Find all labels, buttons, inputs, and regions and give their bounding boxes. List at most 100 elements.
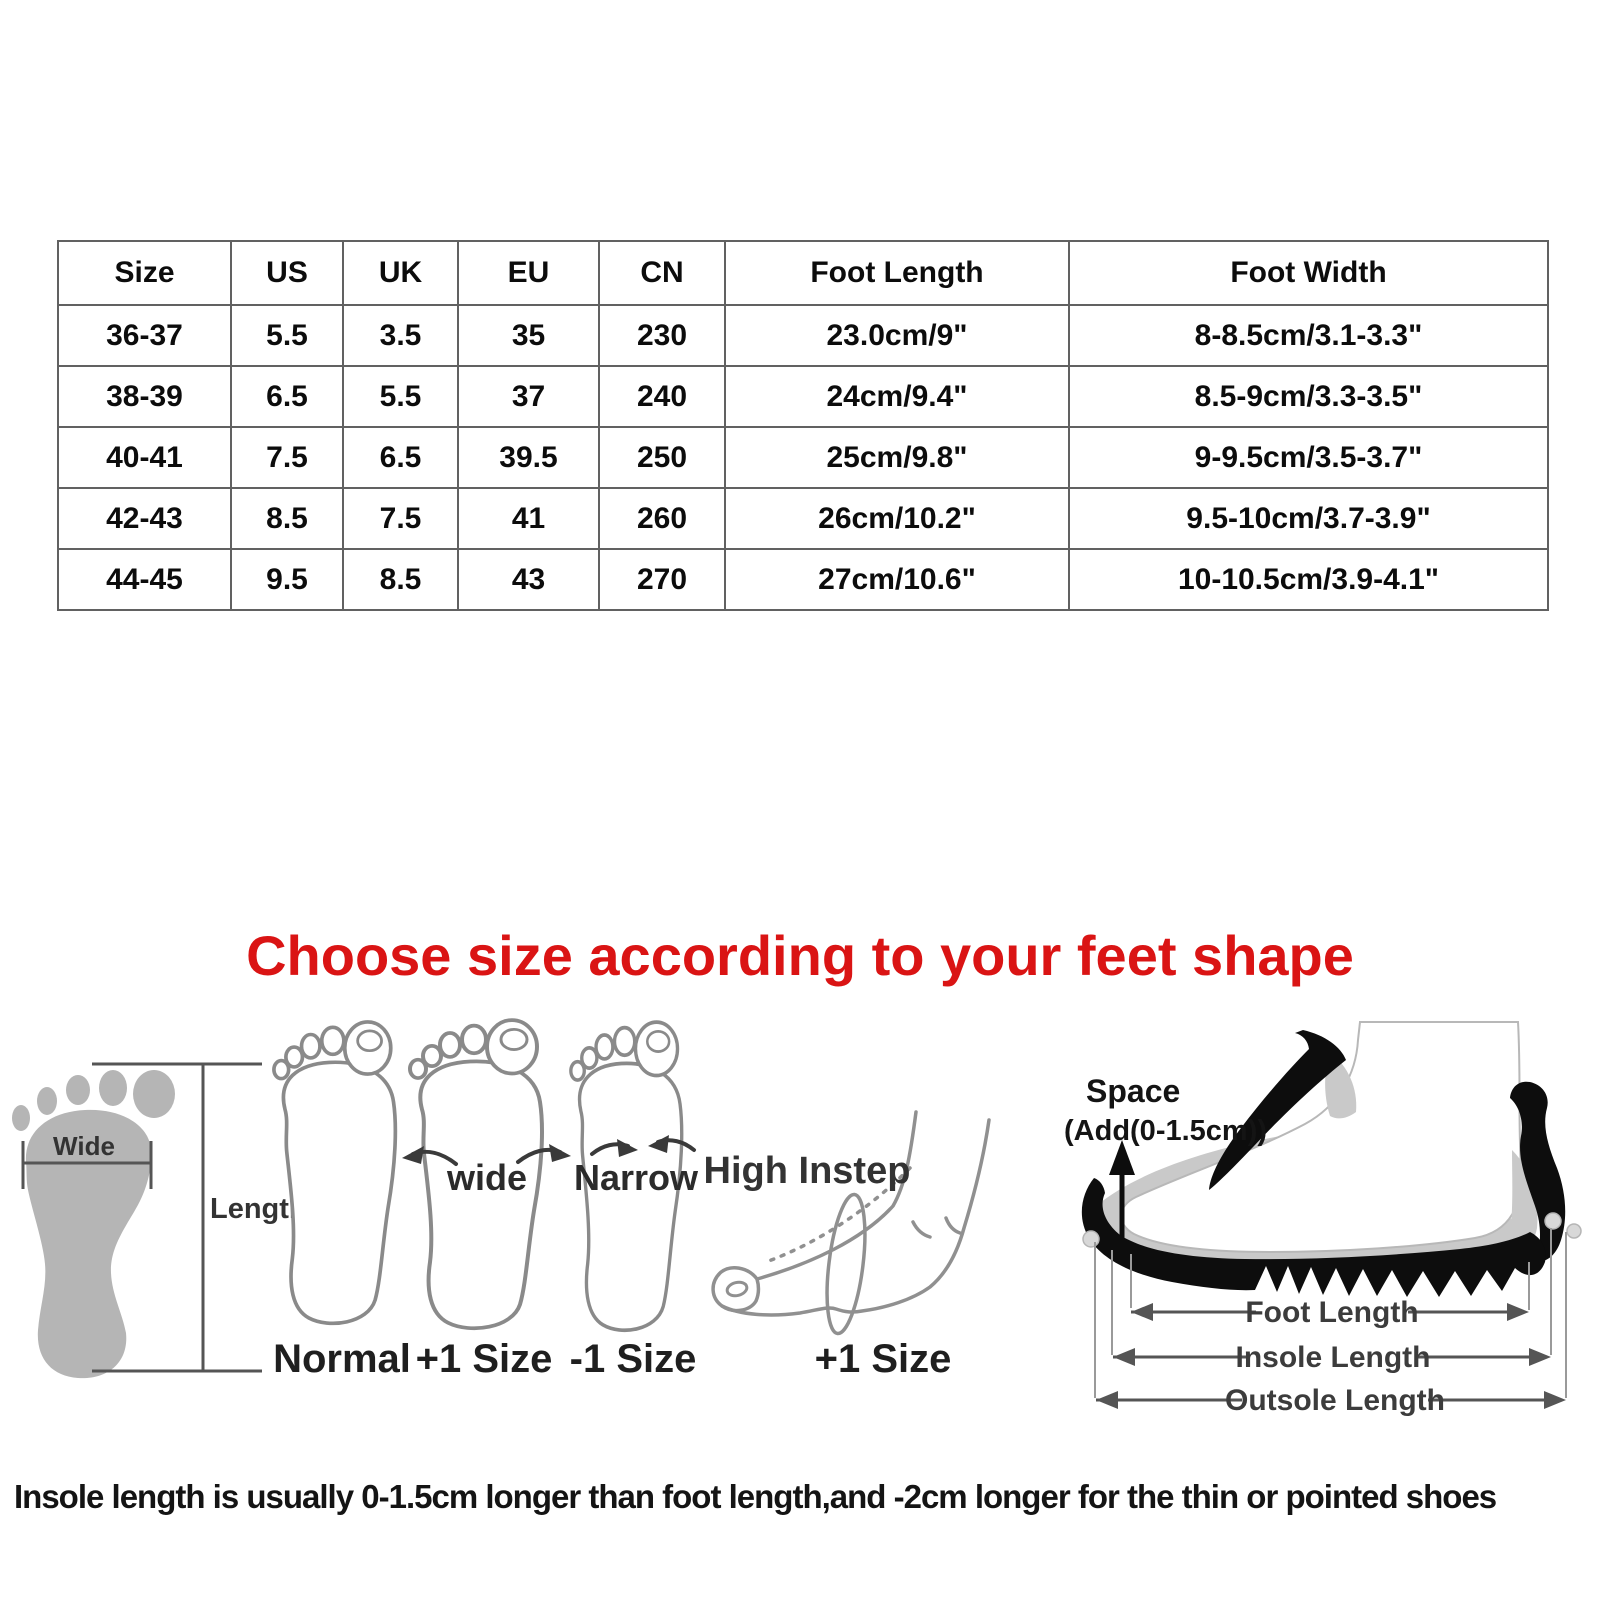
space-label: Space [1086, 1073, 1180, 1109]
col-header-us: US [230, 240, 344, 306]
length-measure-line [92, 1062, 262, 1373]
foot-type-label: -1 Size [570, 1337, 697, 1381]
cell-eu: 37 [457, 365, 600, 428]
narrow-annotation: Narrow [574, 1157, 699, 1198]
cell-cn: 250 [598, 426, 726, 489]
col-header-foot-width: Foot Width [1068, 240, 1549, 306]
footprint-toe [133, 1070, 175, 1118]
cell-us: 6.5 [230, 365, 344, 428]
cell-eu: 39.5 [457, 426, 600, 489]
cell-size: 36-37 [57, 304, 232, 367]
size-table: Size US UK EU CN Foot Length Foot Width … [57, 240, 1549, 611]
table-header-row: Size US UK EU CN Foot Length Foot Width [57, 240, 1549, 306]
cell-uk: 8.5 [342, 548, 459, 611]
cell-us: 7.5 [230, 426, 344, 489]
insole-length-label: Insole Length [1236, 1341, 1431, 1374]
cell-foot-width: 9-9.5cm/3.5-3.7" [1068, 426, 1549, 489]
insole-length-measure: Insole Length [1113, 1341, 1551, 1374]
width-measure-line [21, 1141, 153, 1189]
foot-type-normal: Normal [272, 1020, 411, 1381]
cell-foot-width: 9.5-10cm/3.7-3.9" [1068, 487, 1549, 550]
cell-uk: 6.5 [342, 426, 459, 489]
cell-uk: 7.5 [342, 487, 459, 550]
anchor-dot [1544, 1212, 1562, 1230]
cell-size: 42-43 [57, 487, 232, 550]
wide-arrow-right-head [549, 1144, 571, 1162]
foot-type-label: +1 Size [416, 1337, 553, 1381]
high-instep-annotation: High Instep [704, 1150, 911, 1192]
ankle-mark [911, 1220, 932, 1239]
outsole-length-measure: Outsole Length [1096, 1384, 1566, 1417]
footprint-toe [12, 1105, 30, 1131]
cell-uk: 3.5 [342, 304, 459, 367]
cell-cn: 240 [598, 365, 726, 428]
space-detail-label: (Add(0-1.5cm)) [1064, 1115, 1267, 1147]
footprint-diagram: Wide Length [12, 1062, 307, 1379]
col-header-cn: CN [598, 240, 726, 306]
cell-us: 5.5 [230, 304, 344, 367]
girth-loop [825, 1192, 867, 1336]
measure-guides [1094, 1228, 1567, 1398]
big-toe-outline [711, 1266, 761, 1313]
cell-foot-width: 8.5-9cm/3.3-3.5" [1068, 365, 1549, 428]
foot-outline [272, 1020, 398, 1326]
cell-foot-length: 27cm/10.6" [724, 548, 1070, 611]
instep-dashed-line [764, 1166, 912, 1264]
col-header-size: Size [57, 240, 232, 306]
cell-foot-length: 26cm/10.2" [724, 487, 1070, 550]
cell-foot-length: 23.0cm/9" [724, 304, 1070, 367]
footprint-toe [66, 1075, 90, 1105]
table-row: 40-41 7.5 6.5 39.5 250 25cm/9.8" 9-9.5cm… [57, 426, 1549, 489]
cell-size: 38-39 [57, 365, 232, 428]
footnote: Insole length is usually 0-1.5cm longer … [14, 1478, 1497, 1515]
table-row: 44-45 9.5 8.5 43 270 27cm/10.6" 10-10.5c… [57, 548, 1549, 611]
cell-cn: 260 [598, 487, 726, 550]
narrow-arrow-left-head [617, 1139, 638, 1157]
space-arrow-head [1109, 1140, 1135, 1175]
cell-foot-length: 25cm/9.8" [724, 426, 1070, 489]
anchor-dot [1566, 1223, 1582, 1239]
outsole-length-label: Outsole Length [1225, 1384, 1445, 1417]
instep-outline [755, 1110, 918, 1281]
toenail [725, 1280, 749, 1298]
footprint-toe [37, 1087, 57, 1115]
cell-cn: 230 [598, 304, 726, 367]
wide-label: Wide [53, 1131, 115, 1161]
cell-size: 40-41 [57, 426, 232, 489]
col-header-eu: EU [457, 240, 600, 306]
cell-eu: 43 [457, 548, 600, 611]
col-header-uk: UK [342, 240, 459, 306]
foot-type-narrow: Narrow -1 Size [569, 1020, 699, 1381]
table-row: 38-39 6.5 5.5 37 240 24cm/9.4" 8.5-9cm/3… [57, 365, 1549, 428]
cell-foot-width: 10-10.5cm/3.9-4.1" [1068, 548, 1549, 611]
sole-heel-outline [720, 1118, 991, 1317]
anchor-dot [1082, 1230, 1100, 1248]
foot-type-label: +1 Size [815, 1337, 952, 1381]
cell-foot-length: 24cm/9.4" [724, 365, 1070, 428]
table-row: 36-37 5.5 3.5 35 230 23.0cm/9" 8-8.5cm/3… [57, 304, 1549, 367]
wide-arrow-left-head [402, 1146, 424, 1164]
foot-type-wide: wide +1 Size [402, 1018, 571, 1381]
cell-us: 9.5 [230, 548, 344, 611]
shoe-outsole [1081, 1178, 1546, 1297]
footprint-sole [25, 1109, 152, 1379]
cell-eu: 35 [457, 304, 600, 367]
cell-eu: 41 [457, 487, 600, 550]
foot-type-high-instep: High Instep +1 Size [704, 1110, 991, 1381]
page-title: Choose size according to your feet shape [246, 924, 1354, 987]
foot-type-label: Normal [273, 1337, 411, 1381]
cell-cn: 270 [598, 548, 726, 611]
narrow-arrow-right-head [648, 1135, 669, 1153]
table-row: 42-43 8.5 7.5 41 260 26cm/10.2" 9.5-10cm… [57, 487, 1549, 550]
footprint-toe [99, 1070, 127, 1106]
cell-us: 8.5 [230, 487, 344, 550]
heel-pad-gray [1508, 1150, 1538, 1251]
cell-foot-width: 8-8.5cm/3.1-3.3" [1068, 304, 1549, 367]
feet-diagram: Wide Length Normal wide +1 Size [12, 1018, 1582, 1417]
wide-annotation: wide [446, 1157, 527, 1198]
foot-length-label: Foot Length [1245, 1296, 1418, 1329]
cell-size: 44-45 [57, 548, 232, 611]
foot-length-measure: Foot Length [1131, 1296, 1529, 1329]
cell-uk: 5.5 [342, 365, 459, 428]
